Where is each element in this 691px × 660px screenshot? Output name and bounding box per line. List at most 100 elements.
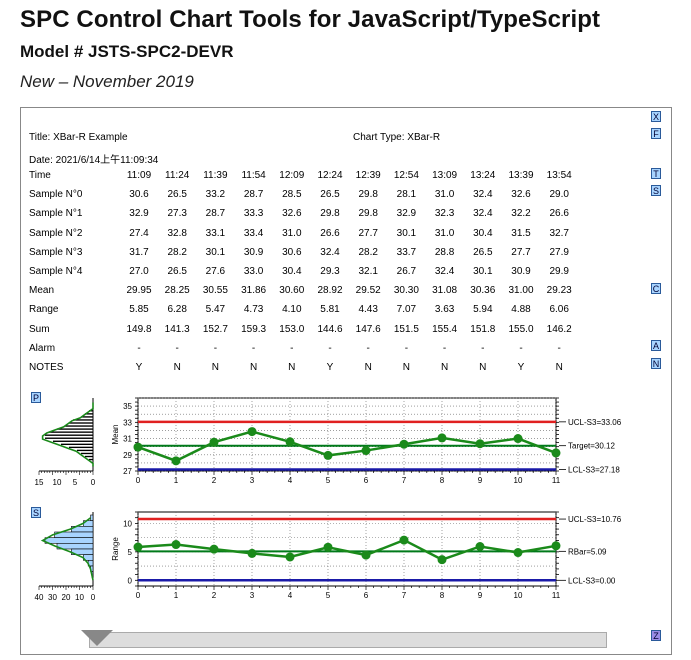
table-cell: - xyxy=(213,342,218,354)
table-cell: 13:24 xyxy=(470,170,496,181)
f-button[interactable]: F xyxy=(651,128,661,139)
histogram-tick-label: 40 xyxy=(35,593,44,602)
table-cell: 29.8 xyxy=(320,208,340,220)
table-cell: 29.3 xyxy=(320,266,340,277)
y-axis-label: Mean xyxy=(111,424,120,444)
a-button[interactable]: A xyxy=(651,340,661,351)
table-cell[interactable]: N xyxy=(555,362,563,373)
table-cell: 30.36 xyxy=(470,285,496,297)
table-cell: 5.47 xyxy=(205,304,226,316)
spc-chart-panel: Title: XBar-R Example Chart Type: XBar-R… xyxy=(20,107,672,655)
n-button[interactable]: N xyxy=(651,358,661,369)
histogram-bar xyxy=(81,416,93,418)
table-cell: 11:54 xyxy=(241,170,266,181)
table-cell: 27.7 xyxy=(511,246,531,258)
target-label: Target=30.12 xyxy=(568,442,615,451)
x-button[interactable]: X xyxy=(651,111,661,122)
table-cell: 11:24 xyxy=(165,170,190,181)
table-cell: 30.55 xyxy=(202,285,228,297)
table-cell: 28.7 xyxy=(243,189,264,201)
table-cell[interactable]: N xyxy=(288,362,296,373)
table-cell: 30.9 xyxy=(243,246,264,258)
table-cell[interactable]: Y xyxy=(326,362,334,373)
histogram-bar xyxy=(85,455,93,458)
data-point xyxy=(475,541,485,551)
table-cell[interactable]: N xyxy=(173,362,181,373)
table-cell: 31.5 xyxy=(511,227,531,239)
p-button[interactable]: P xyxy=(31,392,41,403)
data-series-line xyxy=(137,538,557,562)
table-cell: 30.1 xyxy=(396,227,417,239)
table-cell[interactable]: N xyxy=(440,362,449,373)
model-number: Model # JSTS-SPC2-DEVR xyxy=(20,42,234,61)
x-tick-label: 10 xyxy=(514,476,523,485)
x-tick-label: 8 xyxy=(440,591,445,600)
table-cell: - xyxy=(404,342,409,354)
table-cell: - xyxy=(328,342,332,354)
y-tick-label: 33 xyxy=(123,418,132,427)
data-point xyxy=(209,437,219,447)
table-cell: 27.4 xyxy=(129,227,149,239)
data-point xyxy=(437,555,447,565)
data-point xyxy=(323,542,333,552)
row-label: Range xyxy=(29,304,59,316)
s-button-bottom[interactable]: S xyxy=(31,507,41,518)
lcl-label: LCL-S3=0.00 xyxy=(568,576,616,585)
table-cell: 28.8 xyxy=(434,246,455,258)
x-tick-label: 3 xyxy=(250,476,255,485)
table-cell: 29.95 xyxy=(126,285,152,297)
table-cell: - xyxy=(366,342,370,354)
target-label: RBar=5.09 xyxy=(568,547,607,556)
table-cell: 149.8 xyxy=(126,323,152,335)
t-button[interactable]: T xyxy=(651,168,661,179)
table-cell: 32.9 xyxy=(129,208,149,220)
table-cell: 32.3 xyxy=(434,208,455,220)
histogram-bar xyxy=(81,452,93,455)
row-label: Sample N°2 xyxy=(29,227,83,239)
z-button[interactable]: Z xyxy=(651,630,661,641)
table-cell: - xyxy=(290,342,294,354)
table-cell: - xyxy=(175,342,179,354)
x-tick-label: 1 xyxy=(174,476,179,485)
table-cell: 28.5 xyxy=(282,189,302,201)
histogram-bar xyxy=(49,431,93,433)
table-cell[interactable]: N xyxy=(364,362,372,373)
c-button[interactable]: C xyxy=(651,283,661,294)
plot-area xyxy=(137,397,557,472)
table-cell[interactable]: N xyxy=(249,362,258,373)
table-cell: 13:54 xyxy=(546,170,572,181)
data-point xyxy=(513,434,523,444)
horizontal-scrollbar[interactable] xyxy=(89,632,607,648)
table-cell[interactable]: N xyxy=(479,362,487,373)
table-cell[interactable]: Y xyxy=(135,362,143,373)
table-cell: 32.7 xyxy=(549,227,569,239)
data-point xyxy=(361,446,371,456)
table-cell: 31.0 xyxy=(282,227,302,239)
y-tick-label: 27 xyxy=(123,467,132,476)
row-label: NOTES xyxy=(29,362,64,373)
histogram-bar xyxy=(44,537,94,544)
table-cell: 29.8 xyxy=(358,208,378,220)
data-point xyxy=(475,439,485,449)
row-label: Sample N°1 xyxy=(29,208,83,220)
x-tick-label: 8 xyxy=(440,476,445,485)
table-cell[interactable]: N xyxy=(402,362,410,373)
s-button-top[interactable]: S xyxy=(651,185,661,196)
page-title: SPC Control Chart Tools for JavaScript/T… xyxy=(20,6,601,33)
histogram-bar xyxy=(57,428,93,430)
table-cell: 28.92 xyxy=(317,285,343,297)
histogram-bar xyxy=(45,437,93,439)
scroll-thumb[interactable] xyxy=(81,630,113,646)
data-point xyxy=(513,548,523,558)
table-cell: 13:09 xyxy=(432,170,458,181)
table-cell[interactable]: Y xyxy=(517,362,525,373)
table-cell: 30.4 xyxy=(282,266,302,277)
table-cell: 26.5 xyxy=(320,189,340,201)
table-cell: 32.9 xyxy=(396,208,417,220)
table-cell[interactable]: N xyxy=(211,362,219,373)
table-cell: 12:09 xyxy=(279,170,305,181)
histogram-bar xyxy=(69,422,93,424)
x-tick-label: 6 xyxy=(364,591,369,600)
data-point xyxy=(133,442,143,452)
